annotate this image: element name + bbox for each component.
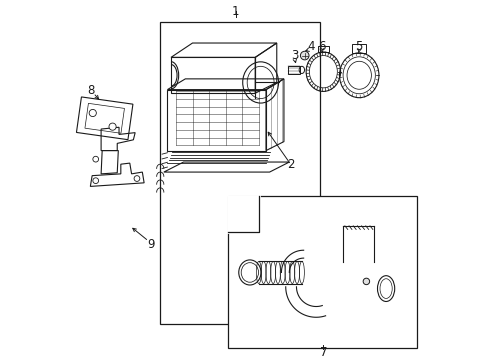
Bar [160, 22, 319, 324]
Circle shape [89, 109, 96, 117]
Text: 9: 9 [147, 238, 155, 251]
Circle shape [363, 278, 369, 285]
Circle shape [93, 178, 99, 184]
Bar [287, 66, 300, 74]
Text: 8: 8 [87, 84, 95, 97]
Circle shape [134, 176, 140, 181]
Text: 2: 2 [287, 158, 294, 171]
Circle shape [93, 156, 99, 162]
Bar [317, 45, 328, 52]
Polygon shape [228, 196, 258, 232]
Circle shape [109, 123, 116, 130]
Text: 1: 1 [231, 5, 239, 18]
Text: 7: 7 [319, 346, 326, 359]
Text: 3: 3 [290, 49, 298, 62]
Text: 4: 4 [306, 40, 314, 53]
Bar [351, 44, 366, 53]
Text: 5: 5 [355, 40, 362, 53]
Text: 6: 6 [317, 40, 325, 53]
Bar [228, 196, 416, 348]
Circle shape [300, 51, 308, 60]
